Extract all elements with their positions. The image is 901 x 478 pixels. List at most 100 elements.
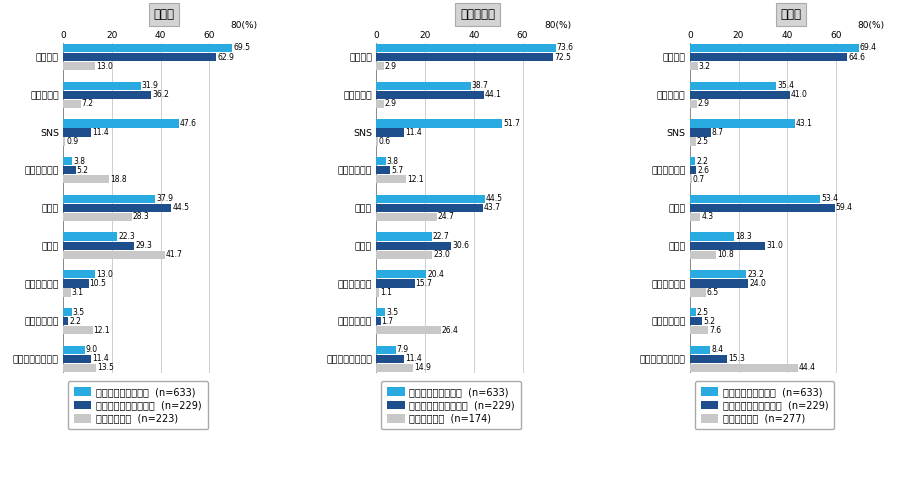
Text: 22.3: 22.3	[118, 232, 135, 241]
Bar	[63, 270, 95, 279]
Bar	[690, 53, 847, 61]
Bar	[377, 326, 441, 334]
Bar	[377, 166, 390, 174]
Text: 80(%): 80(%)	[858, 21, 885, 30]
Bar	[63, 213, 132, 221]
Text: 2.9: 2.9	[385, 99, 396, 109]
Text: 5.7: 5.7	[391, 166, 404, 175]
Text: 2.9: 2.9	[385, 62, 396, 71]
Text: 13.0: 13.0	[96, 62, 113, 71]
Text: 20.4: 20.4	[427, 270, 444, 279]
Text: 11.4: 11.4	[92, 128, 108, 137]
Bar	[690, 204, 834, 212]
Bar	[63, 346, 85, 354]
Bar	[690, 241, 765, 250]
Bar	[63, 355, 91, 363]
Bar	[63, 175, 109, 184]
Text: 8.7: 8.7	[712, 128, 724, 137]
Bar	[690, 44, 859, 52]
Bar	[377, 137, 378, 146]
Bar	[377, 100, 384, 108]
Bar	[377, 82, 470, 90]
Bar	[377, 213, 437, 221]
Text: 13.0: 13.0	[96, 270, 113, 279]
Text: 0.9: 0.9	[67, 137, 78, 146]
Text: 0.7: 0.7	[693, 175, 705, 184]
Text: 8.4: 8.4	[711, 345, 724, 354]
Text: 44.1: 44.1	[485, 90, 502, 99]
Text: 31.0: 31.0	[766, 241, 783, 250]
Bar	[377, 232, 432, 241]
Bar	[690, 120, 795, 128]
Title: 発災時: 発災時	[154, 8, 175, 21]
Text: 1.1: 1.1	[380, 288, 392, 297]
Bar	[377, 250, 432, 259]
Text: 11.4: 11.4	[92, 354, 108, 363]
Bar	[377, 241, 451, 250]
Legend: 熊本地震スマホ利用  (n=633), 熊本地震スマホ未利用  (n=229), 東日本大震災  (n=174): 熊本地震スマホ利用 (n=633), 熊本地震スマホ未利用 (n=229), 東…	[381, 381, 521, 429]
Text: 11.4: 11.4	[405, 128, 422, 137]
Bar	[690, 62, 697, 70]
Bar	[377, 157, 386, 165]
Bar	[690, 288, 705, 296]
Bar	[63, 288, 70, 296]
Bar	[690, 232, 734, 241]
Text: 29.3: 29.3	[135, 241, 152, 250]
Bar	[690, 195, 820, 203]
Bar	[690, 175, 692, 184]
Text: 18.8: 18.8	[110, 175, 126, 184]
Bar	[377, 62, 384, 70]
Bar	[690, 128, 711, 137]
Bar	[377, 204, 483, 212]
Text: 12.1: 12.1	[94, 326, 110, 335]
Bar	[63, 326, 93, 334]
Bar	[377, 288, 379, 296]
Text: 41.7: 41.7	[166, 250, 183, 259]
Text: 80(%): 80(%)	[544, 21, 571, 30]
Bar	[377, 355, 405, 363]
Bar	[63, 91, 151, 99]
Text: 43.1: 43.1	[796, 119, 813, 128]
Text: 35.4: 35.4	[777, 81, 794, 90]
Bar	[63, 204, 171, 212]
Text: 59.4: 59.4	[835, 204, 852, 212]
Text: 18.3: 18.3	[735, 232, 752, 241]
Bar	[690, 157, 696, 165]
Text: 7.2: 7.2	[82, 99, 94, 109]
Text: 3.8: 3.8	[73, 157, 86, 166]
Text: 23.0: 23.0	[433, 250, 450, 259]
Text: 3.2: 3.2	[698, 62, 711, 71]
Text: 3.1: 3.1	[71, 288, 84, 297]
Bar	[377, 128, 405, 137]
Legend: 熊本地震スマホ利用  (n=633), 熊本地震スマホ未利用  (n=229), 東日本大震災  (n=277): 熊本地震スマホ利用 (n=633), 熊本地震スマホ未利用 (n=229), 東…	[695, 381, 834, 429]
Bar	[63, 195, 155, 203]
Bar	[377, 91, 484, 99]
Bar	[690, 250, 716, 259]
Bar	[63, 100, 80, 108]
Text: 11.4: 11.4	[405, 354, 422, 363]
Text: 3.5: 3.5	[386, 307, 398, 316]
Bar	[377, 44, 556, 52]
Bar	[63, 232, 117, 241]
Text: 36.2: 36.2	[152, 90, 169, 99]
Text: 80(%): 80(%)	[231, 21, 258, 30]
Bar	[63, 308, 71, 316]
Bar	[377, 317, 380, 325]
Text: 53.4: 53.4	[821, 195, 838, 203]
Text: 69.5: 69.5	[233, 43, 250, 53]
Text: 22.7: 22.7	[432, 232, 450, 241]
Text: 7.9: 7.9	[396, 345, 409, 354]
Text: 15.3: 15.3	[728, 354, 745, 363]
Text: 37.9: 37.9	[157, 195, 173, 203]
Bar	[63, 82, 141, 90]
Bar	[63, 44, 232, 52]
Text: 41.0: 41.0	[791, 90, 807, 99]
Bar	[63, 53, 216, 61]
Bar	[63, 62, 95, 70]
Bar	[377, 175, 406, 184]
Bar	[690, 279, 748, 288]
Text: 2.2: 2.2	[69, 316, 81, 326]
Bar	[377, 120, 503, 128]
Bar	[63, 137, 65, 146]
Text: 38.7: 38.7	[472, 81, 488, 90]
